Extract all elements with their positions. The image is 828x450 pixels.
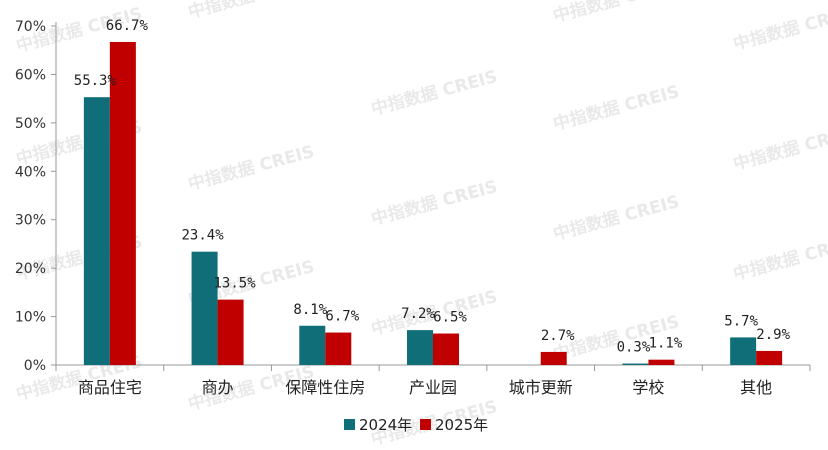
bar-2025 bbox=[217, 299, 244, 365]
legend: 2024年 2025年 bbox=[344, 416, 488, 434]
data-label: 2.9% bbox=[756, 327, 790, 343]
bar-2025 bbox=[756, 350, 783, 365]
data-label: 66.7% bbox=[106, 18, 149, 34]
data-label: 2.7% bbox=[541, 328, 575, 344]
data-label: 55.3% bbox=[74, 73, 117, 89]
legend-swatch bbox=[420, 419, 431, 430]
data-label: 1.1% bbox=[649, 336, 683, 352]
bar-2025 bbox=[540, 351, 567, 365]
axes: 0% 10% 20% 30% 40% 50% 60% 70% 商品住宅 商办 保障性住房 产业园 城市更… bbox=[15, 19, 811, 397]
bar-2025 bbox=[433, 333, 459, 365]
watermark-text: 中指数据 CREIS bbox=[186, 0, 317, 23]
bar-2024 bbox=[299, 325, 326, 365]
y-tick-label: 60% bbox=[15, 67, 46, 83]
watermark-text: 中指数据 CREIS bbox=[551, 191, 682, 245]
y-tick-label: 10% bbox=[15, 310, 46, 326]
data-label: 8.1% bbox=[293, 302, 327, 318]
y-tick-label: 30% bbox=[15, 213, 46, 229]
watermark-text: 中指数据 CREIS bbox=[731, 121, 828, 175]
bar-2024 bbox=[83, 97, 110, 365]
x-tick-label: 学校 bbox=[632, 378, 664, 397]
y-tick-label: 40% bbox=[15, 164, 46, 180]
x-tick-label: 保障性住房 bbox=[285, 378, 365, 397]
data-label: 0.3% bbox=[617, 340, 651, 356]
legend-label: 2024年 bbox=[359, 416, 412, 434]
y-tick-label: 50% bbox=[15, 116, 46, 132]
data-label: 13.5% bbox=[213, 276, 256, 292]
x-tick-label: 城市更新 bbox=[509, 378, 573, 397]
data-label: 23.4% bbox=[181, 228, 224, 244]
data-label: 7.2% bbox=[401, 306, 435, 322]
bar-2025 bbox=[325, 332, 352, 365]
data-label: 5.7% bbox=[724, 313, 758, 329]
legend-label: 2025年 bbox=[435, 416, 488, 434]
watermark-text: 中指数据 CREIS bbox=[369, 66, 500, 120]
watermark-text: 中指数据 CREIS bbox=[551, 0, 682, 27]
watermark-text: 中指数据 CREIS bbox=[731, 231, 828, 285]
x-tick-label: 产业园 bbox=[409, 378, 457, 397]
bar-2024 bbox=[730, 337, 757, 365]
y-tick-label: 20% bbox=[15, 261, 46, 277]
bars bbox=[83, 41, 783, 365]
data-label: 6.5% bbox=[433, 310, 467, 326]
watermark-text: 中指数据 CREIS bbox=[551, 81, 682, 135]
y-tick-label: 0% bbox=[24, 358, 46, 374]
y-tick-label: 70% bbox=[15, 19, 46, 35]
bar-2024 bbox=[407, 330, 433, 365]
x-tick-label: 其他 bbox=[740, 378, 772, 397]
bar-2024 bbox=[622, 363, 649, 365]
data-label: 6.7% bbox=[325, 309, 359, 325]
legend-swatch bbox=[344, 419, 355, 430]
bar-2025 bbox=[109, 41, 136, 365]
watermark-text: 中指数据 CREIS bbox=[731, 1, 828, 55]
bar-2025 bbox=[648, 359, 675, 365]
x-tick-label: 商办 bbox=[202, 378, 234, 397]
watermark-text: 中指数据 CREIS bbox=[186, 141, 317, 195]
bar-2024 bbox=[191, 251, 218, 365]
x-tick-label: 商品住宅 bbox=[78, 378, 142, 397]
data-labels: 55.3% 23.4% 8.1% 7.2% 0.3% 5.7% 66.7% 13.5% 6.7%… bbox=[74, 18, 791, 356]
watermark-text: 中指数据 CREIS bbox=[369, 176, 500, 230]
